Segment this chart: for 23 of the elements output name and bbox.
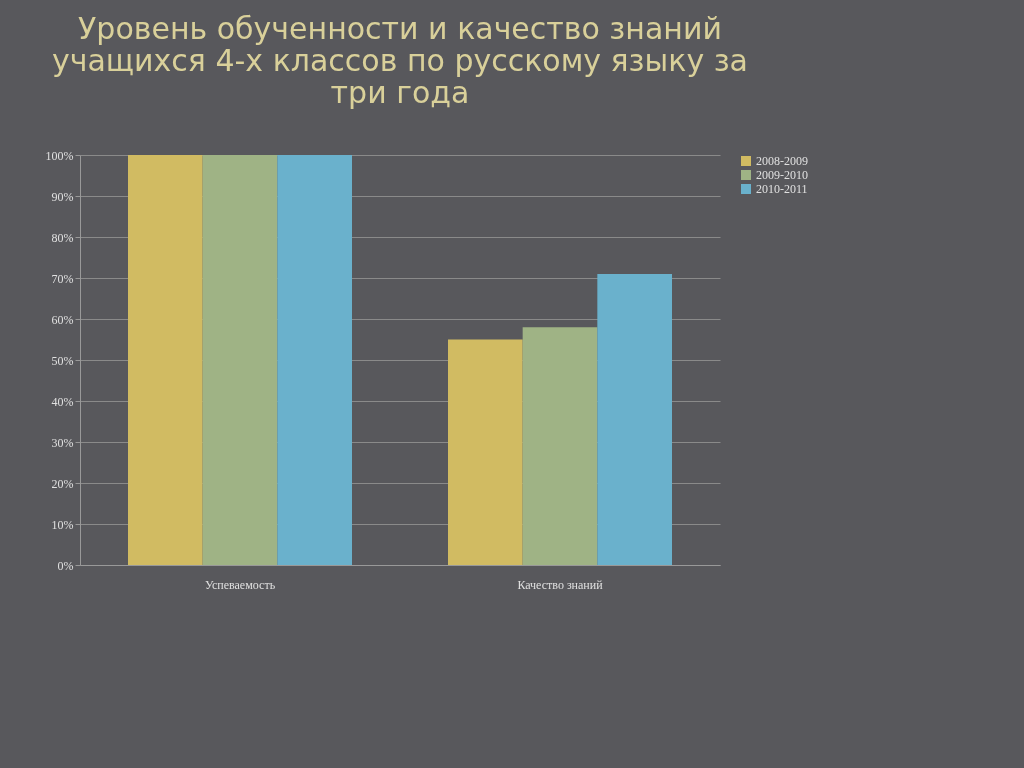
- y-tick-label: 20%: [51, 476, 74, 491]
- y-tick-label: 90%: [51, 189, 74, 204]
- y-tick-label: 10%: [51, 517, 74, 532]
- legend-label: 2010-2011: [756, 182, 808, 196]
- x-tick-label: Качество знаний: [517, 577, 604, 592]
- y-tick-label: 50%: [51, 353, 74, 368]
- bar: [128, 155, 203, 565]
- bar: [597, 273, 672, 565]
- y-tick-label: 100%: [45, 148, 74, 163]
- bar: [277, 155, 352, 565]
- bar: [522, 327, 598, 565]
- bar: [202, 155, 278, 565]
- x-tick-label: Успеваемость: [204, 577, 276, 592]
- legend-label: 2008-2009: [756, 154, 808, 168]
- y-tick-label: 70%: [51, 271, 74, 286]
- legend-label: 2009-2010: [756, 168, 808, 182]
- chart-title: Уровень обученности и качество знаний учащихся 4-х классов по русскому языку за три года: [51, 11, 749, 110]
- bar: [448, 339, 523, 565]
- y-tick-label: 40%: [51, 394, 74, 409]
- y-tick-label: 30%: [51, 435, 74, 450]
- y-tick-label: 60%: [51, 312, 74, 327]
- y-tick-label: 80%: [51, 230, 74, 245]
- y-tick-label: 0%: [57, 558, 74, 573]
